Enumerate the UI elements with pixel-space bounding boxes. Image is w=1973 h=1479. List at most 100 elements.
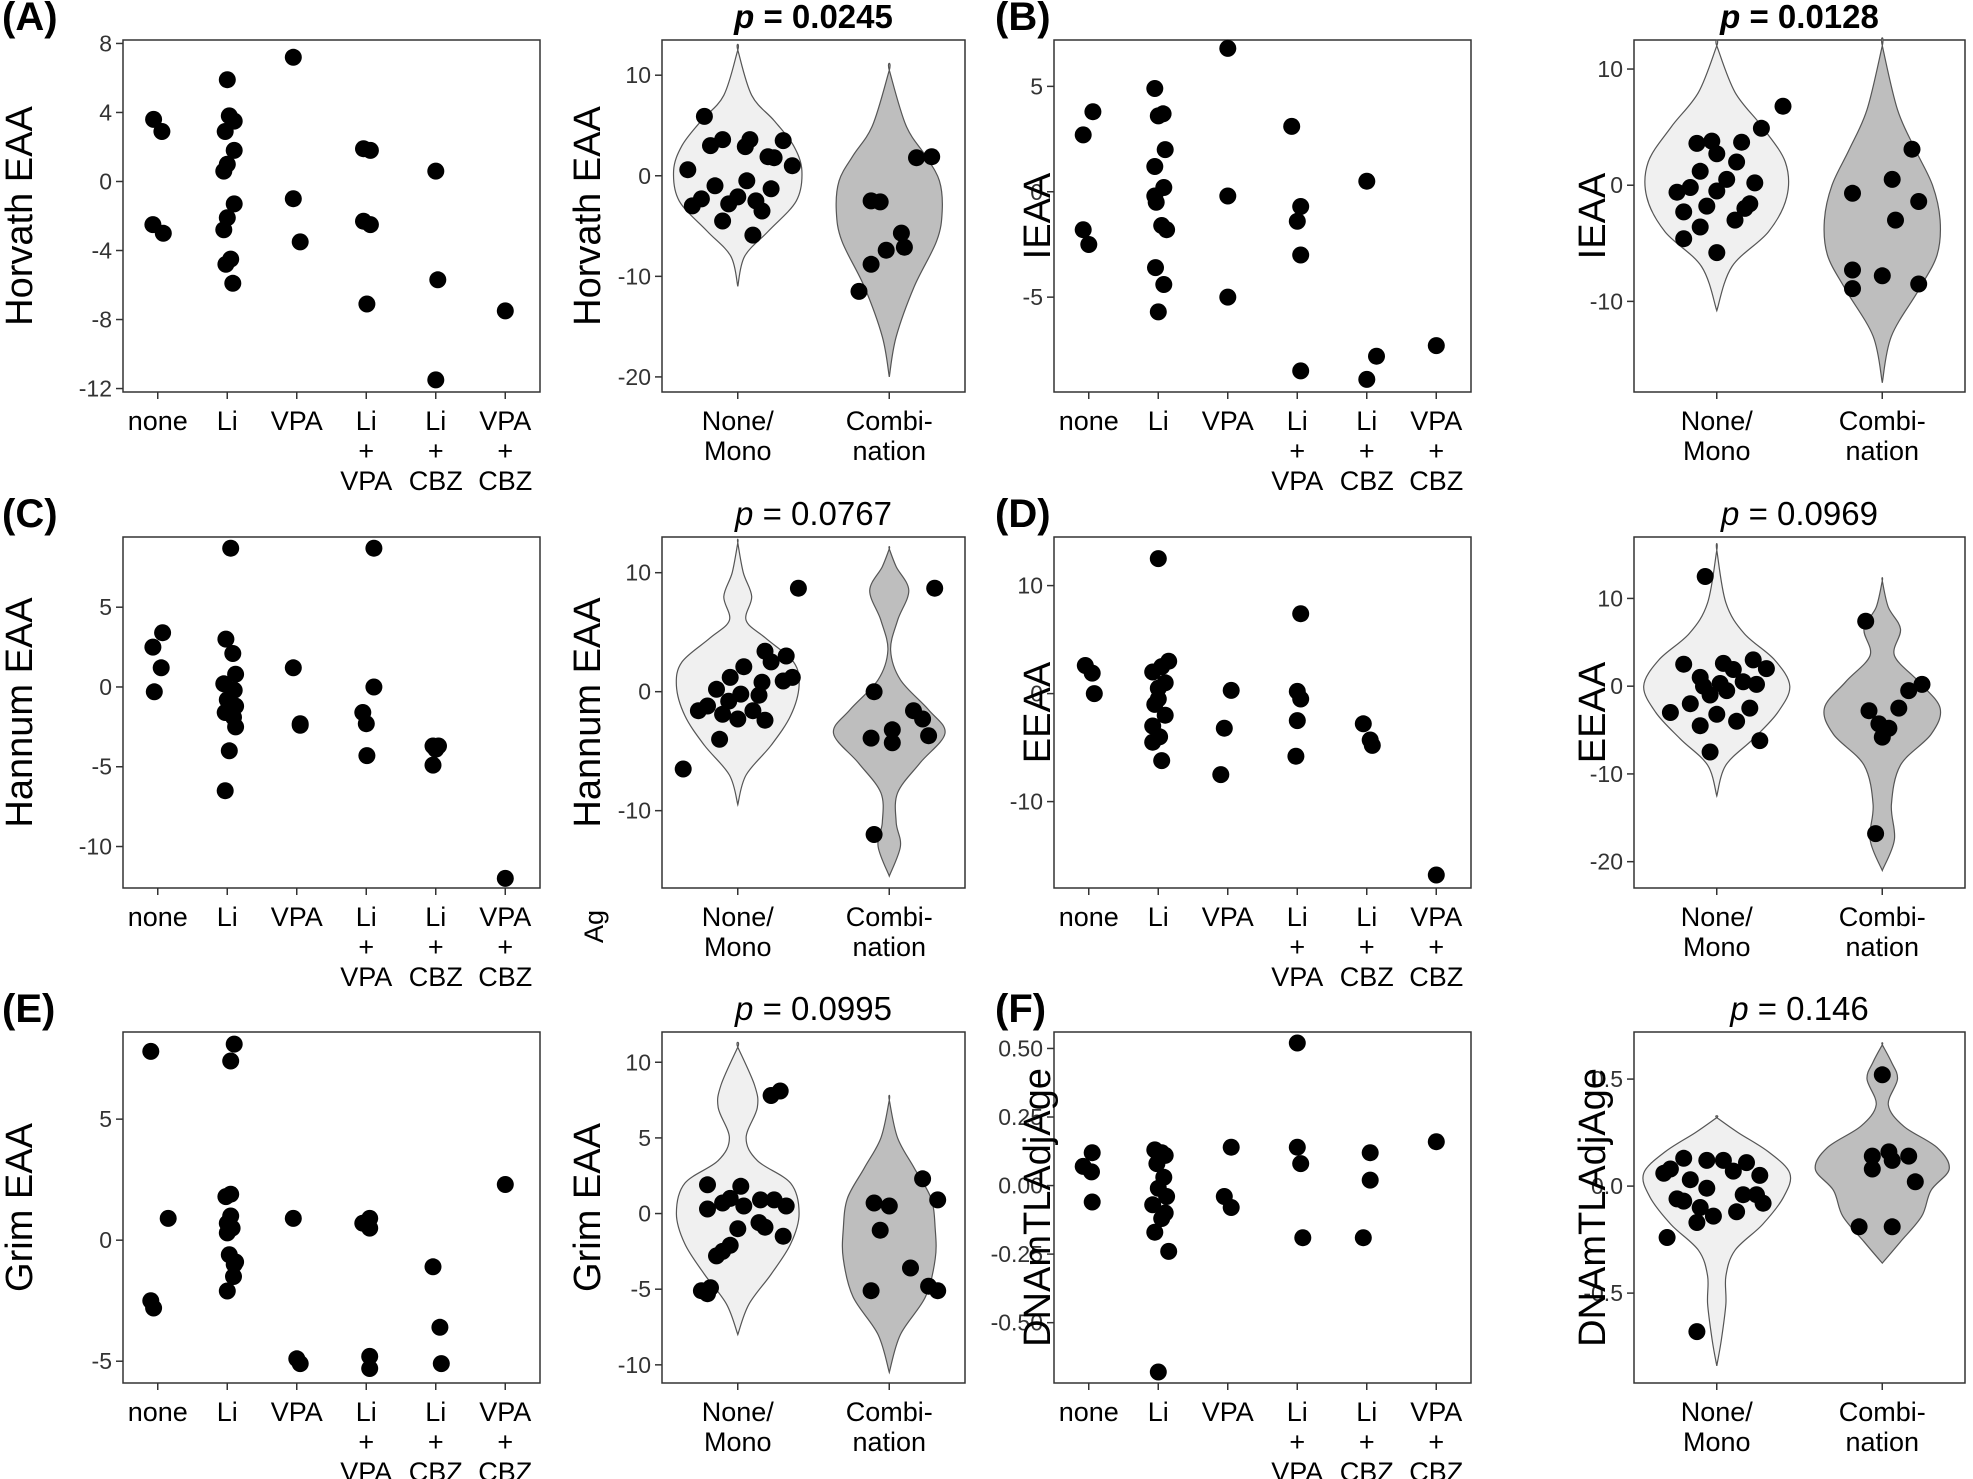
- data-point: [365, 539, 383, 557]
- category-label: Li: [1148, 1397, 1169, 1427]
- data-point: [1738, 1154, 1755, 1172]
- category-label: none: [128, 1397, 188, 1427]
- data-point: [1688, 1323, 1706, 1341]
- data-point: [1083, 1193, 1101, 1211]
- y-tick-label: 10: [1597, 585, 1623, 611]
- data-point: [1728, 712, 1746, 730]
- category-label: VPA + CBZ: [1409, 902, 1463, 992]
- data-point: [753, 202, 771, 220]
- y-axis-label: Grim EAA: [0, 1122, 41, 1292]
- y-axis-label: Hannum EAA: [567, 597, 609, 828]
- y-tick-label: -10: [618, 798, 651, 824]
- category-label: VPA: [271, 902, 323, 932]
- data-point: [689, 702, 707, 720]
- data-point: [1748, 675, 1765, 693]
- category-label: Li: [217, 902, 238, 932]
- data-point: [1675, 1149, 1693, 1167]
- data-point: [1361, 1144, 1379, 1162]
- data-point: [1675, 230, 1693, 248]
- data-point: [744, 702, 762, 720]
- data-point: [217, 630, 235, 648]
- category-label: VPA + CBZ: [478, 902, 532, 992]
- category-label: None/Mono: [702, 902, 775, 962]
- panel-letter: (E): [2, 987, 55, 1031]
- y-tick-label: 0: [99, 674, 112, 700]
- data-point: [154, 624, 172, 642]
- data-point: [1146, 187, 1164, 205]
- data-point: [865, 1194, 883, 1212]
- data-point: [1668, 1190, 1686, 1208]
- data-point: [217, 1188, 235, 1206]
- category-label: Li + VPA: [1271, 902, 1323, 992]
- data-point: [222, 1052, 240, 1070]
- y-tick-label: 0: [1610, 172, 1623, 198]
- category-label: Li + VPA: [340, 1397, 392, 1479]
- data-point: [1292, 605, 1310, 623]
- data-point: [850, 282, 868, 300]
- data-point: [429, 271, 447, 289]
- data-point: [1354, 1229, 1372, 1247]
- p-value-title: p = 0.146: [1729, 990, 1869, 1027]
- data-point: [1222, 681, 1240, 699]
- data-point: [1857, 612, 1875, 630]
- data-point: [218, 71, 236, 89]
- data-point: [1903, 140, 1921, 158]
- panel-letter: (F): [995, 987, 1046, 1031]
- data-point: [1728, 1203, 1746, 1221]
- data-point: [361, 216, 379, 234]
- data-point: [708, 680, 725, 698]
- data-point: [224, 645, 242, 662]
- data-point: [361, 1219, 379, 1237]
- data-point: [1675, 655, 1693, 673]
- data-point: [427, 162, 445, 180]
- data-point: [365, 678, 383, 696]
- data-point: [1155, 276, 1173, 293]
- y-tick-label: 0: [99, 168, 112, 194]
- y-axis-label: EEAA: [1017, 661, 1059, 763]
- data-point: [1288, 712, 1306, 730]
- data-point: [1294, 1229, 1312, 1247]
- category-label: VPA: [271, 1397, 323, 1427]
- data-point: [929, 1282, 947, 1300]
- data-point: [159, 1209, 177, 1227]
- data-point: [1288, 1034, 1306, 1052]
- data-point: [284, 48, 302, 66]
- data-point: [1083, 1144, 1101, 1162]
- y-tick-label: -5: [631, 1276, 651, 1302]
- data-point: [1708, 182, 1726, 200]
- data-point: [720, 195, 738, 213]
- y-tick-label: -20: [1590, 849, 1623, 875]
- data-point: [1850, 1218, 1868, 1236]
- data-point: [683, 197, 701, 215]
- category-label: Combi-nation: [1839, 902, 1926, 962]
- data-point: [1148, 1155, 1166, 1173]
- data-point: [679, 161, 697, 179]
- data-point: [227, 718, 245, 736]
- data-point: [1701, 743, 1719, 761]
- data-point: [361, 1360, 379, 1377]
- violin-shape: [1644, 39, 1790, 313]
- violin-shape: [672, 43, 803, 287]
- data-point: [880, 1197, 898, 1215]
- data-point: [1363, 736, 1381, 754]
- data-point: [496, 869, 514, 887]
- violin-shape: [832, 546, 946, 878]
- data-point: [1863, 1147, 1881, 1165]
- data-point: [153, 123, 171, 140]
- data-point: [1675, 203, 1693, 221]
- data-point: [1144, 663, 1162, 681]
- data-point: [1149, 550, 1167, 568]
- panel-1: -20 -10 0 10 None/Mono Combi-nation Horvath EA…: [567, 0, 966, 466]
- y-tick-label: -0.5: [1583, 1280, 1623, 1306]
- data-point: [424, 756, 442, 774]
- data-point: [1358, 172, 1376, 190]
- data-point: [729, 710, 747, 728]
- data-point: [1160, 1242, 1178, 1260]
- data-point: [154, 224, 172, 242]
- category-label: Combi-nation: [1839, 1397, 1926, 1457]
- data-point: [923, 148, 941, 166]
- data-point: [695, 107, 713, 125]
- data-point: [762, 653, 780, 671]
- data-point: [1668, 183, 1686, 201]
- y-axis-label: DNAmTLAdjAge: [1017, 1068, 1059, 1347]
